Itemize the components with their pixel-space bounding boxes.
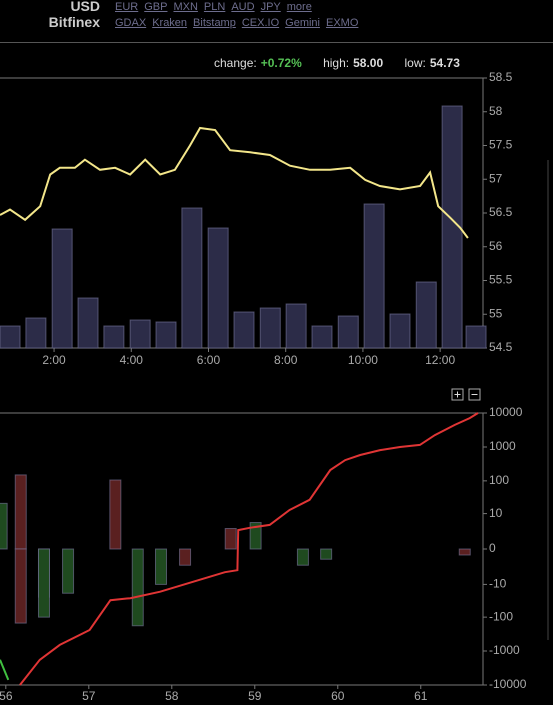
bar [0, 325, 21, 349]
bar [37, 548, 50, 618]
bar [77, 297, 99, 349]
y-tick-label: 54.5 [489, 340, 513, 354]
link[interactable]: more [286, 1, 312, 13]
bar [311, 325, 333, 349]
bar [207, 227, 229, 349]
x-tick-label: 61 [414, 689, 428, 703]
line [0, 659, 10, 681]
y-tick-label: -10000 [489, 677, 527, 691]
y-tick-label: 57.5 [489, 138, 513, 152]
y-tick-label: 55 [489, 306, 503, 320]
bar [389, 313, 411, 349]
bar [233, 311, 255, 349]
bar [296, 548, 309, 566]
link[interactable]: JPY [260, 1, 281, 13]
y-tick-label: -100 [489, 609, 513, 623]
y-tick-label: 58 [489, 104, 503, 118]
bar [249, 522, 262, 550]
bar [441, 105, 463, 349]
link[interactable]: GBP [144, 1, 168, 13]
link[interactable]: MXN [173, 1, 198, 13]
y-tick-label: 10 [489, 506, 503, 520]
y-tick-label: 55.5 [489, 273, 513, 287]
zoom-in[interactable] [451, 388, 464, 401]
bar [62, 548, 75, 594]
bar [224, 528, 237, 550]
x-tick-label: 58 [165, 689, 179, 703]
bar [155, 321, 177, 349]
bar [337, 315, 359, 349]
stats: change: +0.72% high: 58.00 low: 54.73 [214, 56, 478, 70]
link[interactable]: PLN [203, 1, 226, 13]
currency-links: EUR GBP MXN PLN AUD JPY more [115, 1, 318, 13]
bar [155, 548, 167, 585]
bar [285, 303, 307, 349]
y-tick-label: 10000 [489, 405, 523, 419]
link[interactable]: AUD [231, 1, 255, 13]
link[interactable]: EUR [115, 1, 139, 13]
stat-label: high: [323, 56, 350, 70]
y-tick-label: 0 [489, 541, 496, 555]
x-tick-label: 6:00 [197, 353, 221, 367]
x-tick-label: 59 [248, 689, 262, 703]
exchange: Bitfinex [48, 14, 100, 30]
stat-value: 58.00 [353, 56, 384, 70]
bar [51, 228, 73, 349]
y-tick-label: -1000 [489, 643, 520, 657]
header: USD Bitfinex EUR GBP MXN PLN AUD JPY more GDAX… [0, 0, 553, 43]
y-tick-label: 57 [489, 171, 503, 185]
exchange-links: GDAX Kraken Bitstamp CEX.IO Gemini EXMO [115, 17, 364, 29]
link[interactable]: GDAX [115, 17, 147, 29]
bar [415, 281, 437, 349]
line [19, 412, 479, 686]
bar [129, 319, 151, 349]
y-tick-label: 56.5 [489, 205, 513, 219]
bar [109, 479, 122, 550]
bar [458, 548, 471, 556]
bar [103, 325, 125, 349]
x-tick-label: 12:00 [425, 353, 455, 367]
stat-value: 54.73 [429, 56, 460, 70]
y-tick-label: -10 [489, 577, 507, 591]
zoom-out[interactable] [468, 388, 481, 401]
stat-label: change: [214, 56, 257, 70]
x-tick-label: 60 [331, 689, 345, 703]
bar [259, 307, 281, 349]
bar [14, 548, 27, 624]
x-tick-label: 56 [0, 689, 13, 703]
bar [181, 207, 203, 349]
x-tick-label: 2:00 [42, 353, 66, 367]
link[interactable]: EXMO [325, 17, 359, 29]
x-tick-label: 10:00 [348, 353, 378, 367]
currency: USD [70, 0, 100, 14]
x-tick-label: 4:00 [120, 353, 144, 367]
stat-label: low: [404, 56, 426, 70]
bar [14, 474, 27, 550]
x-tick-label: 8:00 [274, 353, 298, 367]
y-tick-label: 56 [489, 239, 503, 253]
bar [363, 203, 385, 349]
bar [0, 502, 8, 550]
y-tick-label: 1000 [489, 439, 516, 453]
bar [465, 325, 487, 349]
bar [131, 548, 144, 627]
bar [320, 548, 333, 560]
y-tick-label: 58.5 [489, 70, 513, 84]
link[interactable]: CEX.IO [241, 17, 280, 29]
link[interactable]: Bitstamp [193, 17, 236, 29]
link[interactable]: Gemini [285, 17, 320, 29]
bar [179, 548, 192, 566]
stat-value: +0.72% [260, 56, 302, 70]
line [0, 126, 469, 239]
link[interactable]: Kraken [152, 17, 188, 29]
bar [25, 317, 47, 349]
y-tick-label: 100 [489, 473, 509, 487]
x-tick-label: 57 [82, 689, 96, 703]
